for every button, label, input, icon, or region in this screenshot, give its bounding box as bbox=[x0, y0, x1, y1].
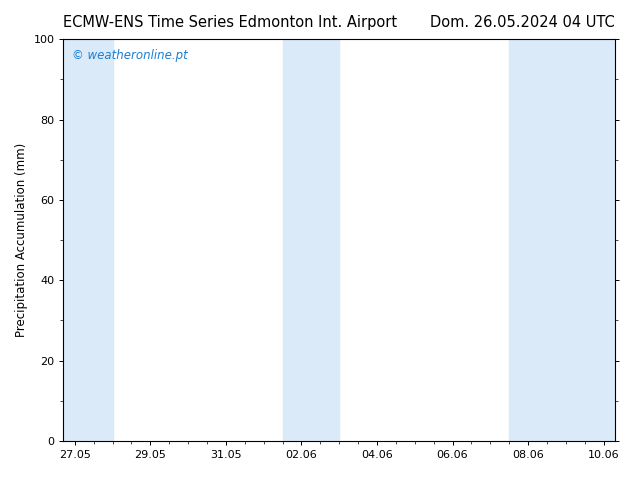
Bar bbox=[63, 39, 112, 441]
Text: ECMW-ENS Time Series Edmonton Int. Airport: ECMW-ENS Time Series Edmonton Int. Airpo… bbox=[63, 15, 398, 30]
Text: Dom. 26.05.2024 04 UTC: Dom. 26.05.2024 04 UTC bbox=[430, 15, 615, 30]
Bar bbox=[283, 39, 339, 441]
Bar bbox=[509, 39, 615, 441]
Y-axis label: Precipitation Accumulation (mm): Precipitation Accumulation (mm) bbox=[15, 143, 28, 337]
Text: © weatheronline.pt: © weatheronline.pt bbox=[72, 49, 188, 62]
